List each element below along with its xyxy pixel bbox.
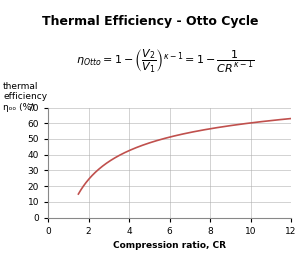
Text: Thermal Efficiency - Otto Cycle: Thermal Efficiency - Otto Cycle [42, 15, 258, 28]
Text: $\eta_{Otto} = 1 - \left(\dfrac{V_2}{V_1}\right)^{\kappa-1} = 1 - \dfrac{1}{CR^{: $\eta_{Otto} = 1 - \left(\dfrac{V_2}{V_1… [76, 48, 254, 75]
X-axis label: Compression ratio, CR: Compression ratio, CR [113, 241, 226, 250]
Text: thermal
efficiency
ηₒₒ (%): thermal efficiency ηₒₒ (%) [3, 82, 47, 112]
